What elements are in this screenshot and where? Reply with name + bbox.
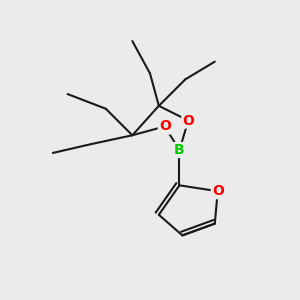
Text: O: O [159,119,171,134]
Text: O: O [212,184,224,198]
Text: O: O [182,114,194,128]
Text: B: B [174,143,185,157]
